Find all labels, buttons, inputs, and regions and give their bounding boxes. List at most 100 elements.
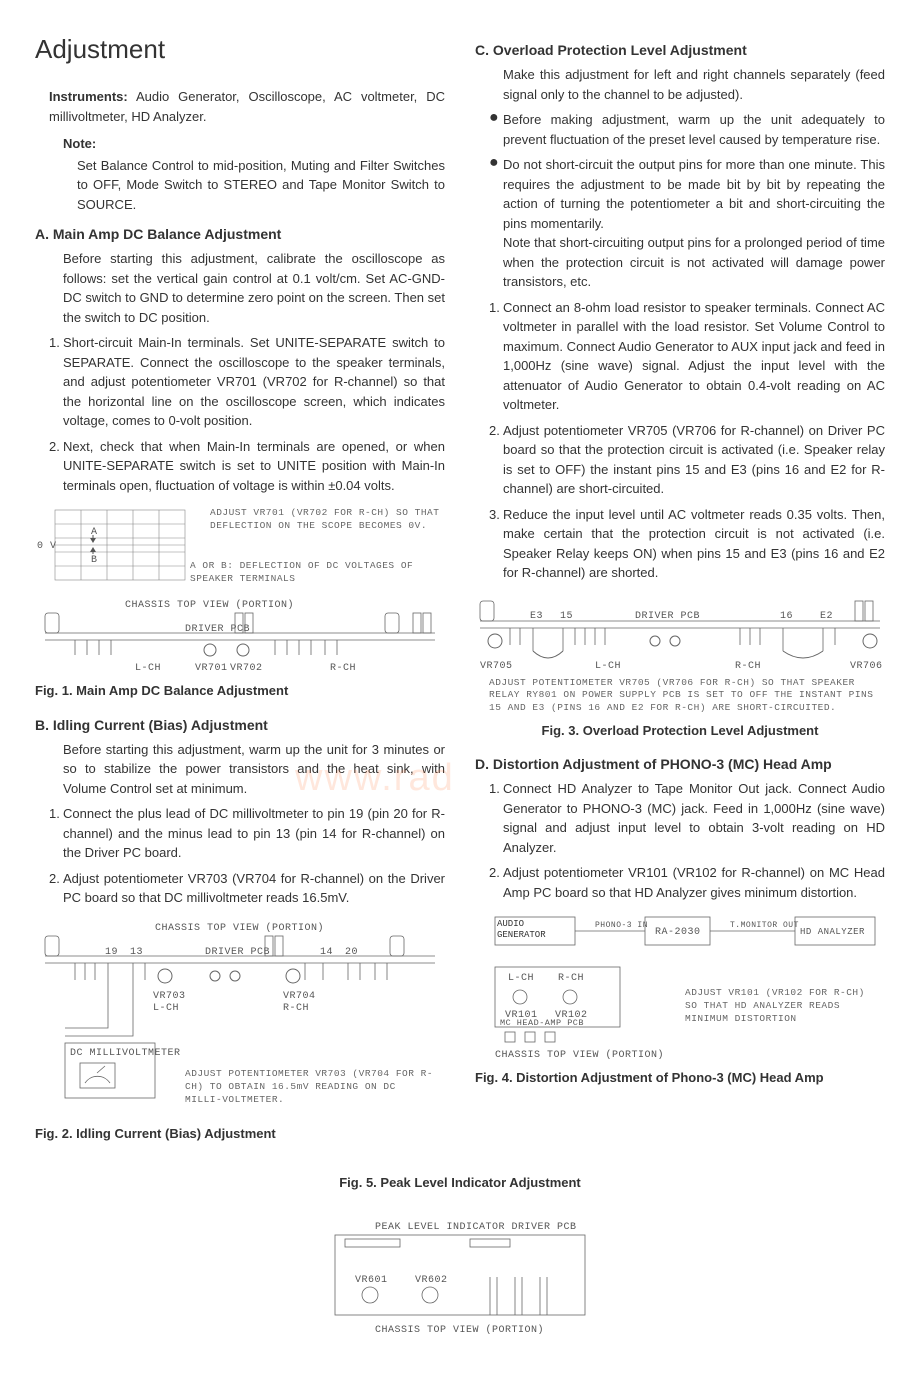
svg-text:DRIVER PCB: DRIVER PCB — [205, 947, 270, 958]
svg-text:CHASSIS TOP VIEW (PORTION): CHASSIS TOP VIEW (PORTION) — [495, 1049, 664, 1061]
bullet-icon: ● — [489, 155, 503, 292]
bullet-icon: ● — [489, 110, 503, 149]
section-c-heading: C. Overload Protection Level Adjustment — [475, 40, 885, 61]
item-text: Connect an 8-ohm load resistor to speake… — [503, 298, 885, 415]
two-column-layout: Adjustment Instruments: Audio Generator,… — [35, 30, 885, 1157]
item-text: Short-circuit Main-In terminals. Set UNI… — [63, 333, 445, 431]
svg-text:E2: E2 — [820, 611, 833, 622]
svg-text:T.MONITOR OUT: T.MONITOR OUT — [730, 921, 799, 930]
svg-text:MC HEAD-AMP PCB: MC HEAD-AMP PCB — [500, 1018, 584, 1028]
figure-5-section: Fig. 5. Peak Level Indicator Adjustment … — [35, 1173, 885, 1346]
figure-2-caption: Fig. 2. Idling Current (Bias) Adjustment — [35, 1124, 445, 1144]
item-text: Next, check that when Main-In terminals … — [63, 437, 445, 496]
section-b-heading: B. Idling Current (Bias) Adjustment — [35, 715, 445, 736]
section-c-intro: Make this adjustment for left and right … — [503, 65, 885, 104]
svg-text:R-CH: R-CH — [735, 661, 761, 672]
section-b-item1: 1. Connect the plus lead of DC millivolt… — [49, 804, 445, 863]
svg-text:PEAK LEVEL INDICATOR DRIVER PC: PEAK LEVEL INDICATOR DRIVER PCB — [375, 1222, 577, 1233]
svg-text:VR704: VR704 — [283, 991, 316, 1002]
section-a-item1: 1. Short-circuit Main-In terminals. Set … — [49, 333, 445, 431]
svg-text:13: 13 — [130, 947, 143, 958]
svg-text:VR702: VR702 — [230, 663, 263, 674]
item-number: 1. — [489, 779, 503, 857]
svg-text:0 V: 0 V — [37, 541, 57, 552]
svg-text:CHASSIS TOP VIEW (PORTION): CHASSIS TOP VIEW (PORTION) — [375, 1324, 544, 1336]
item-text: Adjust potentiometer VR705 (VR706 for R-… — [503, 421, 885, 499]
item-text: Adjust potentiometer VR101 (VR102 for R-… — [503, 863, 885, 902]
instruments-line: Instruments: Audio Generator, Oscillosco… — [49, 87, 445, 126]
section-c-item2: 2. Adjust potentiometer VR705 (VR706 for… — [489, 421, 885, 499]
svg-text:DRIVER PCB: DRIVER PCB — [185, 624, 250, 635]
figure-5-diagram: PEAK LEVEL INDICATOR DRIVER PCB VR601 VR… — [315, 1217, 605, 1337]
svg-text:15: 15 — [560, 611, 573, 622]
svg-text:14: 14 — [320, 947, 333, 958]
svg-text:CHASSIS TOP VIEW (PORTION): CHASSIS TOP VIEW (PORTION) — [155, 922, 324, 934]
svg-text:16: 16 — [780, 611, 793, 622]
page: www.rad Adjustment Instruments: Audio Ge… — [35, 30, 885, 1346]
svg-text:VR601: VR601 — [355, 1275, 388, 1286]
section-b-intro: Before starting this adjustment, warm up… — [63, 740, 445, 799]
section-a-intro: Before starting this adjustment, calibra… — [63, 249, 445, 327]
svg-text:E3: E3 — [530, 611, 543, 622]
item-text: Reduce the input level until AC voltmete… — [503, 505, 885, 583]
section-d-item2: 2. Adjust potentiometer VR101 (VR102 for… — [489, 863, 885, 902]
svg-text:B: B — [91, 555, 98, 566]
svg-text:PHONO-3 IN: PHONO-3 IN — [595, 921, 648, 930]
svg-text:DC MILLIVOLTMETER: DC MILLIVOLTMETER — [70, 1048, 181, 1059]
figure-3-note: ADJUST POTENTIOMETER VR705 (VR706 FOR R-… — [489, 677, 885, 715]
section-d-item1: 1. Connect HD Analyzer to Tape Monitor O… — [489, 779, 885, 857]
item-text: Connect HD Analyzer to Tape Monitor Out … — [503, 779, 885, 857]
section-c-item1: 1. Connect an 8-ohm load resistor to spe… — [489, 298, 885, 415]
item-number: 2. — [49, 437, 63, 496]
section-a-item2: 2. Next, check that when Main-In termina… — [49, 437, 445, 496]
svg-text:VR706: VR706 — [850, 661, 883, 672]
svg-text:A: A — [91, 527, 98, 538]
note-text: Set Balance Control to mid-position, Mut… — [77, 156, 445, 215]
section-b-item2: 2. Adjust potentiometer VR703 (VR704 for… — [49, 869, 445, 908]
section-c-bullet1: ● Before making adjustment, warm up the … — [489, 110, 885, 149]
svg-text:VR602: VR602 — [415, 1275, 448, 1286]
svg-text:L-CH: L-CH — [135, 663, 161, 674]
svg-text:CHASSIS TOP VIEW (PORTION): CHASSIS TOP VIEW (PORTION) — [125, 599, 294, 611]
left-column: Adjustment Instruments: Audio Generator,… — [35, 30, 445, 1157]
figure-1-diagram: A B 0 V ADJUST VR701 (VR702 FOR R-CH) SO… — [35, 505, 445, 675]
svg-text:VR705: VR705 — [480, 661, 513, 672]
figure-3-caption: Fig. 3. Overload Protection Level Adjust… — [475, 721, 885, 741]
svg-text:R-CH: R-CH — [558, 973, 584, 984]
item-number: 2. — [489, 863, 503, 902]
svg-text:L-CH: L-CH — [153, 1003, 179, 1014]
figure-1-caption: Fig. 1. Main Amp DC Balance Adjustment — [35, 681, 445, 701]
figure-3-diagram: E3 15 DRIVER PCB 16 E2 — [475, 593, 885, 673]
figure-2-diagram: CHASSIS TOP VIEW (PORTION) DRIVER PCB 19… — [35, 918, 445, 1118]
svg-text:20: 20 — [345, 947, 358, 958]
section-a-heading: A. Main Amp DC Balance Adjustment — [35, 224, 445, 245]
item-text: Adjust potentiometer VR703 (VR704 for R-… — [63, 869, 445, 908]
bullet-text: Do not short-circuit the output pins for… — [503, 155, 885, 292]
figure-4-diagram: AUDIO GENERATOR PHONO-3 IN RA-2030 T.MON… — [475, 912, 885, 1062]
section-c-bullet2: ● Do not short-circuit the output pins f… — [489, 155, 885, 292]
page-title: Adjustment — [35, 30, 445, 69]
figure-5-caption: Fig. 5. Peak Level Indicator Adjustment — [35, 1173, 885, 1193]
svg-text:HD ANALYZER: HD ANALYZER — [800, 927, 865, 937]
item-number: 2. — [49, 869, 63, 908]
item-number: 1. — [489, 298, 503, 415]
item-number: 1. — [49, 333, 63, 431]
item-number: 2. — [489, 421, 503, 499]
svg-text:VR703: VR703 — [153, 991, 186, 1002]
figure-4-caption: Fig. 4. Distortion Adjustment of Phono-3… — [475, 1068, 885, 1088]
svg-text:19: 19 — [105, 947, 118, 958]
svg-text:L-CH: L-CH — [508, 973, 534, 984]
svg-text:R-CH: R-CH — [330, 663, 356, 674]
instruments-label: Instruments: — [49, 89, 128, 104]
svg-text:L-CH: L-CH — [595, 661, 621, 672]
svg-text:DRIVER PCB: DRIVER PCB — [635, 611, 700, 622]
note-label: Note: — [63, 134, 445, 154]
item-number: 1. — [49, 804, 63, 863]
bullet-text: Before making adjustment, warm up the un… — [503, 110, 885, 149]
svg-text:RA-2030: RA-2030 — [655, 927, 701, 938]
item-text: Connect the plus lead of DC millivoltmet… — [63, 804, 445, 863]
svg-text:VR701: VR701 — [195, 663, 228, 674]
svg-text:R-CH: R-CH — [283, 1003, 309, 1014]
right-column: C. Overload Protection Level Adjustment … — [475, 30, 885, 1157]
item-number: 3. — [489, 505, 503, 583]
